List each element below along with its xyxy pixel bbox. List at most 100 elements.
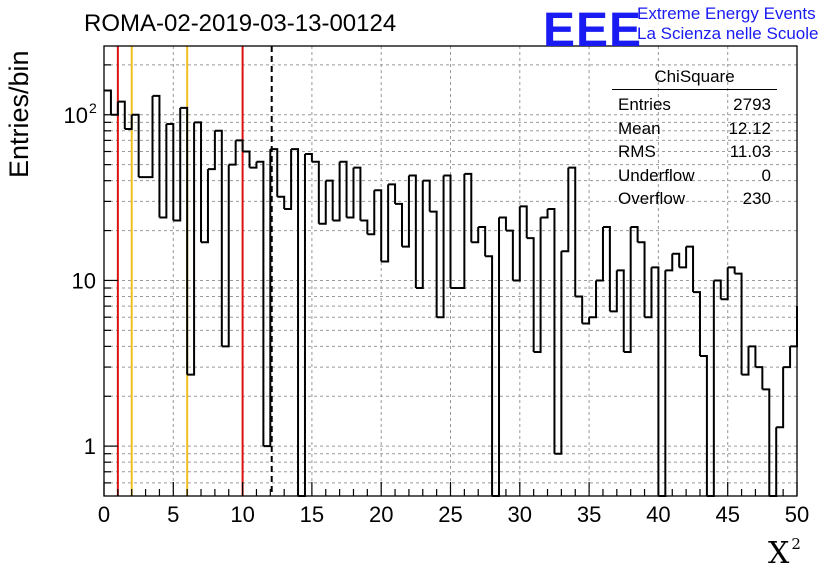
histogram-bin [422,179,431,212]
histogram-bars [104,91,798,497]
grid-lines [104,46,797,496]
stats-box: ChiSquare Entries 2793 Mean 12.12 RMS 11.03… [612,67,777,211]
histogram-bin [381,184,390,263]
stats-row: Entries 2793 [612,93,777,117]
histogram-bin [367,190,376,236]
histogram-bin [214,129,223,347]
histogram-bin [298,153,306,497]
histogram-bin [568,166,577,297]
histogram-bin [644,267,653,319]
y-tick-exponent: 2 [89,100,97,116]
histogram-bin [152,94,161,218]
histogram-bin [339,160,348,218]
histogram-bin [693,291,701,356]
histogram-bin [505,229,514,281]
stats-row: Mean 12.12 [612,117,777,141]
histogram-bin [374,189,383,262]
histogram-bin [512,206,521,282]
x-axis-label-base: X [768,536,790,571]
histogram-bin [166,122,175,221]
histogram-bin [318,180,327,225]
histogram-bin [769,427,778,497]
y-tick-label: 10 [64,103,88,128]
histogram-bin [436,175,445,319]
logo-line-1: Extreme Energy Events [637,4,816,23]
histogram-bin [346,167,355,219]
x-tick-label: 50 [785,502,809,527]
histogram-bin [637,241,646,318]
histogram-bin [291,148,300,496]
x-tick-label: 20 [369,502,393,527]
histogram-bin [471,227,480,244]
histogram-bin [485,255,494,496]
histogram-bin [533,217,542,353]
histogram-bin [180,106,189,375]
histogram-bin [630,226,639,243]
histogram-bin [325,179,334,221]
x-tick-label: 30 [508,502,532,527]
histogram-bin [124,114,133,131]
histogram-bin [235,139,244,152]
histogram-bin [201,169,209,244]
histogram-bin [207,130,216,171]
histogram-bin [554,251,563,455]
histogram-bin [547,207,556,454]
histogram-bin [589,280,598,319]
x-tick-labels: 0 5 10 15 20 25 30 35 40 45 50 [98,502,809,527]
stats-value: 11.03 [729,142,771,161]
x-tick-label: 40 [646,502,670,527]
histogram-bin [131,113,140,178]
histogram-bin [443,174,452,289]
histogram-bin [110,101,119,116]
stats-title: ChiSquare [612,67,777,90]
stats-label: Mean [618,118,661,138]
histogram-bin [311,160,320,224]
histogram-bin [332,161,341,222]
histogram-bin [762,388,771,496]
eee-logo: EEE [543,4,643,57]
stats-row: Underflow 0 [612,164,777,188]
stats-label: Overflow [618,189,686,208]
histogram-bin [277,195,286,209]
histogram-bin [492,217,501,497]
histogram-bin [401,175,410,248]
x-tick-label: 10 [230,502,254,527]
histogram-bin [263,149,272,448]
histogram-bin [561,167,570,253]
histogram-bin [478,226,487,257]
histogram-bin [540,208,549,219]
histogram-bin [388,183,397,204]
histogram-bin [596,227,604,282]
histogram-bin [304,152,313,162]
histogram-bin [519,205,528,239]
stats-value: 230 [742,189,771,208]
histogram-bin [464,172,473,243]
histogram-bin [194,121,203,243]
histogram-bin [138,95,154,179]
y-tick-label: 10 [72,268,96,293]
histogram-bin [734,272,743,375]
histogram-bin [706,280,715,497]
histogram-bin [748,345,757,368]
x-tick-label: 15 [300,502,324,527]
stats-value: 2793 [733,95,771,114]
stats-row: Overflow 230 [612,187,777,211]
x-tick-label: 45 [715,502,739,527]
x-tick-label: 0 [98,502,110,527]
y-axis-label: Entries/bin [4,50,34,178]
stats-value: 12.12 [728,118,771,138]
histogram-bin [187,122,196,376]
histogram-bin [623,227,632,353]
histogram-bin [672,252,681,268]
histogram-bin [270,148,279,197]
histogram-bin [228,140,237,166]
histogram-bin [242,150,251,168]
x-tick-label: 25 [438,502,462,527]
stats-label: Underflow [618,165,695,185]
histogram-bin [249,161,258,169]
histogram-bin [457,173,466,290]
histogram-bin [679,246,688,269]
histogram-bin [159,123,168,219]
